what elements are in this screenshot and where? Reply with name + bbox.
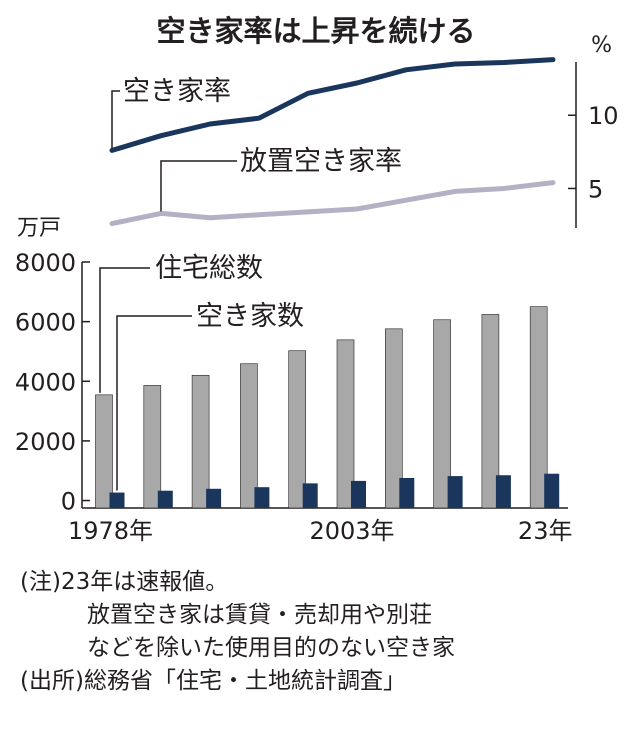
x-tick-label-2023: 23年 <box>518 517 573 545</box>
label-abandoned-rate: 放置空き家率 <box>240 146 402 177</box>
line-point-1-9 <box>552 181 554 184</box>
bar-vacant-1983 <box>157 490 173 508</box>
bar-total-2023 <box>529 306 548 509</box>
line-point-0-7 <box>454 63 456 65</box>
label-vacant-houses: 空き家数 <box>196 301 304 332</box>
line-point-0-9 <box>552 58 554 61</box>
source-label: (出所) <box>20 668 84 694</box>
line-point-1-7 <box>454 190 456 192</box>
leader-vacant-houses <box>116 315 192 491</box>
note-line-3: などを除いた使用目的のない空き家 <box>87 635 455 661</box>
bar-y-tick-label-4000: 4000 <box>15 368 76 396</box>
bar-y-tick-label-6000: 6000 <box>15 309 76 337</box>
bar-vacant-2013 <box>447 476 463 508</box>
line-point-0-6 <box>405 69 407 71</box>
bar-total-2008 <box>384 328 403 509</box>
line-point-1-3 <box>258 214 260 216</box>
note-label: (注) <box>20 569 61 595</box>
line-point-1-6 <box>405 199 407 201</box>
line-point-0-1 <box>160 135 162 137</box>
bar-total-1978 <box>95 394 113 509</box>
bar-vacant-1993 <box>254 487 270 508</box>
line-point-0-2 <box>209 123 211 125</box>
line-point-1-4 <box>307 211 309 213</box>
bar-vacant-2008 <box>399 477 415 508</box>
line-point-1-0 <box>111 223 113 225</box>
leader-total-houses <box>99 267 150 393</box>
bar-vacant-1988 <box>206 488 222 508</box>
note-text-1: 23年は速報値。 <box>60 569 229 595</box>
chart-title: 空き家率は上昇を続ける <box>156 14 475 48</box>
x-tick-label-2003: 2003年 <box>309 517 394 545</box>
line-point-1-1 <box>160 212 162 214</box>
line-point-0-0 <box>111 149 113 151</box>
bar-vacant-2023 <box>544 473 560 508</box>
leader-abandoned-rate <box>160 160 237 212</box>
leader-vacancy-rate <box>111 90 120 149</box>
bar-unit-label: 万戸 <box>17 216 61 241</box>
note-line-1: (注)23年は速報値。 <box>20 566 620 599</box>
line-unit-label: % <box>591 33 612 58</box>
line-point-1-2 <box>209 217 211 219</box>
bar-total-1998 <box>288 350 307 509</box>
bar-total-2003 <box>336 339 355 509</box>
notes: (注)23年は速報値。 放置空き家は賃貸・売却用や別荘 などを除いた使用目的のな… <box>20 566 620 698</box>
line-y-tick-label-10: 10 <box>588 102 619 130</box>
line-point-0-5 <box>356 82 358 84</box>
bar-vacant-1978 <box>109 492 125 508</box>
bar-total-2018 <box>481 314 500 509</box>
bar-total-1988 <box>191 374 210 509</box>
bar-vacant-2003 <box>351 480 366 508</box>
bar-total-1993 <box>240 363 258 509</box>
bar-total-2013 <box>433 319 451 509</box>
bar-y-tick-label-2000: 2000 <box>15 428 76 456</box>
source-line: (出所)総務省「住宅・土地統計調査」 <box>20 665 620 698</box>
note-line-2: 放置空き家は賃貸・売却用や別荘 <box>87 602 432 628</box>
bar-y-tick-label-8000: 8000 <box>15 249 76 277</box>
x-tick-label-1978: 1978年 <box>68 517 153 545</box>
bar-vacant-1998 <box>302 483 318 508</box>
line-series-vacancy-rate <box>109 57 556 153</box>
label-vacancy-rate: 空き家率 <box>123 76 231 107</box>
bar-y-tick-label-0: 0 <box>61 488 76 516</box>
bar-vacant-2018 <box>495 475 511 508</box>
line-point-0-3 <box>258 117 260 119</box>
line-series-abandoned-rate <box>109 180 556 227</box>
line-point-1-8 <box>503 187 505 190</box>
line-y-tick-label-5: 5 <box>588 175 603 203</box>
line-point-0-4 <box>307 92 309 94</box>
line-point-0-8 <box>503 61 505 64</box>
line-point-1-5 <box>356 208 358 210</box>
source-text: 総務省「住宅・土地統計調査」 <box>83 668 406 694</box>
bar-total-1983 <box>143 385 162 509</box>
label-total-houses: 住宅総数 <box>155 253 263 284</box>
